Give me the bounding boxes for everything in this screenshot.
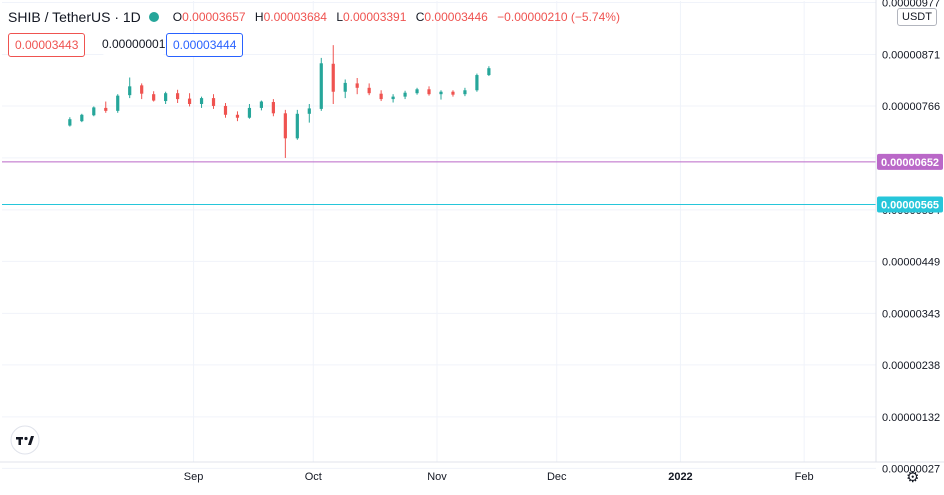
- high-value: 0.00003684: [263, 10, 327, 24]
- price-tick-label: 0.00000343: [882, 308, 940, 320]
- tradingview-logo: [10, 425, 40, 455]
- time-tick-label: Nov: [427, 471, 447, 483]
- sell-price-button[interactable]: 0.00003443: [8, 33, 86, 57]
- candle-body: [415, 89, 419, 94]
- high-label: H: [254, 10, 264, 24]
- candle-body: [199, 98, 204, 104]
- grid: [2, 1, 876, 469]
- open-value: 0.00003657: [182, 10, 246, 24]
- candle-body: [152, 94, 156, 101]
- candle-body: [355, 83, 359, 88]
- spread-value: 0.00000001: [102, 33, 166, 55]
- candle-body: [295, 113, 299, 139]
- candle-body: [116, 95, 120, 111]
- candle-body: [247, 107, 252, 118]
- change-value: −0.00000210 (−5.74%): [497, 10, 620, 24]
- candle-body: [343, 82, 347, 92]
- buy-price-button[interactable]: 0.00003444: [166, 33, 244, 57]
- price-level-label: 0.00000652: [881, 157, 939, 169]
- candles: [68, 45, 491, 158]
- candle-body: [128, 86, 132, 96]
- price-axis-bg: [876, 0, 944, 490]
- market-open-icon: [148, 12, 159, 22]
- candle-body: [451, 91, 455, 95]
- logo-badge: [10, 425, 40, 455]
- candle-body: [463, 90, 467, 95]
- price-tick-label: 0.00000132: [882, 412, 940, 424]
- price-tick-label: 0.00000238: [882, 360, 940, 372]
- candle-body: [391, 96, 395, 100]
- price-tick-label: 0.00000449: [882, 256, 940, 268]
- candle-body: [104, 107, 108, 111]
- candle-body: [367, 87, 371, 94]
- candle-body: [164, 93, 168, 102]
- candle-body: [211, 98, 216, 106]
- price-level-badge: [877, 196, 943, 213]
- price-tick-label: 0.00000871: [882, 49, 940, 61]
- price-level-badges: 0.000078380.000058350.000050010.00004574…: [877, 153, 943, 213]
- candle-body: [92, 107, 96, 116]
- candle-body: [271, 102, 275, 114]
- ohlc-readout: O0.00003657 H0.00003684 L0.00003391 C0.0…: [173, 10, 620, 24]
- low-value: 0.00003391: [343, 10, 407, 24]
- price-level-badge: [877, 153, 943, 170]
- price-tick-label: 0.00000766: [882, 101, 940, 113]
- time-tick-label: Dec: [547, 471, 567, 483]
- price-levels: [2, 161, 876, 206]
- logo-stem: [18, 437, 21, 445]
- currency-button[interactable]: USDT: [897, 8, 937, 26]
- time-tick-label: 2022: [668, 471, 692, 483]
- candle-body: [68, 119, 72, 126]
- price-level-label: 0.00000565: [881, 200, 939, 212]
- candle-body: [187, 98, 192, 104]
- price-axis: 0.000009770.000008710.000007660.00000660…: [875, 0, 944, 490]
- candle-body: [259, 101, 264, 108]
- symbol-title[interactable]: SHIB / TetherUS · 1D: [8, 9, 141, 25]
- time-tick-label: Oct: [305, 471, 322, 483]
- candle-body: [140, 85, 144, 94]
- price-tick-label: 0.00000977: [882, 0, 940, 9]
- candle-body: [403, 92, 407, 97]
- candle-body: [175, 93, 180, 100]
- candle-body: [307, 108, 311, 114]
- logo-dot: [24, 436, 28, 441]
- close-label: C: [415, 10, 425, 24]
- close-value: 0.00003446: [424, 10, 488, 24]
- candle-body: [235, 114, 240, 118]
- open-label: O: [172, 10, 183, 24]
- candle-body: [379, 93, 383, 100]
- candle-body: [475, 75, 479, 91]
- candle-body: [223, 105, 228, 115]
- chart-header: SHIB / TetherUS · 1D O0.00003657 H0.0000…: [8, 9, 620, 25]
- candle-body: [331, 63, 335, 92]
- candle-body: [283, 113, 287, 139]
- time-axis: Sep Oct Nov Dec 2022 Feb: [0, 461, 944, 483]
- candle-body: [80, 114, 84, 122]
- low-label: L: [336, 10, 343, 24]
- logo-slash: [28, 436, 34, 445]
- time-tick-label: Feb: [795, 471, 814, 483]
- price-tick-label: 0.00000027: [882, 463, 940, 475]
- candle-body: [487, 68, 491, 76]
- candle-body: [427, 89, 431, 95]
- candle-body: [439, 91, 443, 95]
- gear-icon[interactable]: ⚙: [906, 469, 920, 486]
- time-tick-label: Sep: [184, 471, 204, 483]
- candle-body: [319, 63, 323, 109]
